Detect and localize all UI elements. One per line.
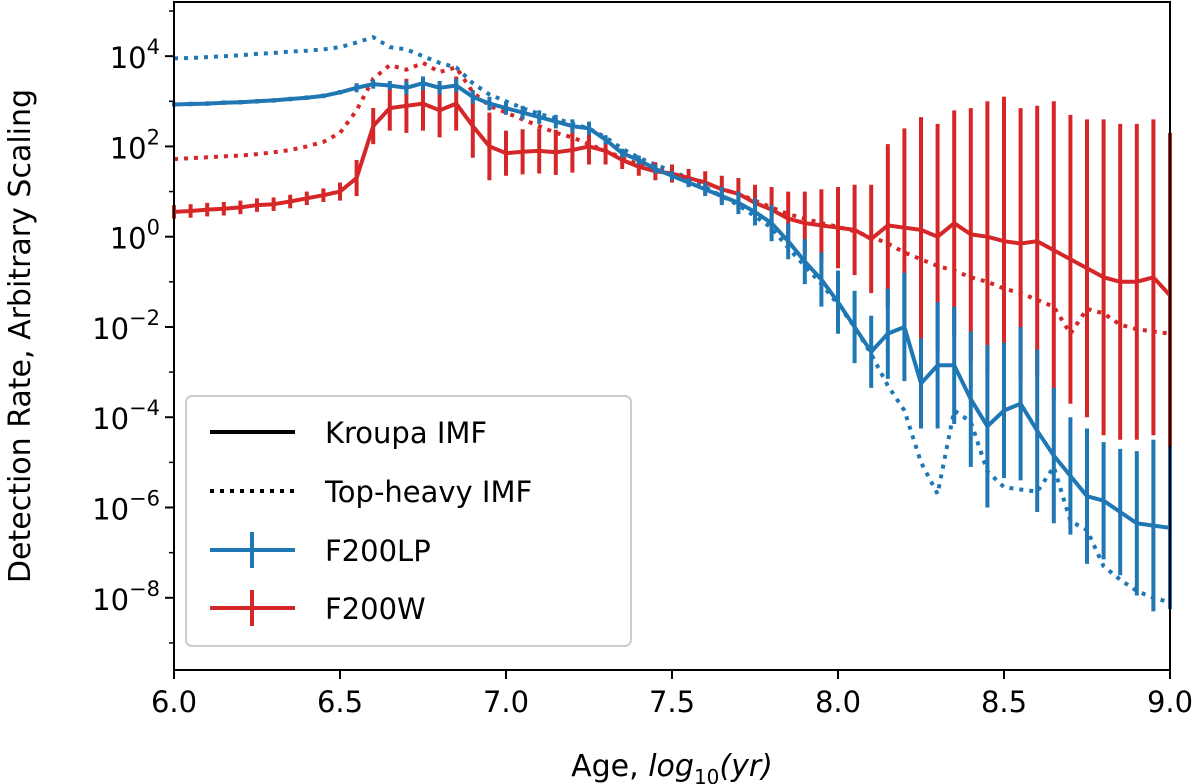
y-tick-label: 10−2 [92,306,160,346]
y-tick-label: 104 [110,35,160,75]
legend: Kroupa IMF Top-heavy IMF F200LP F200W [185,395,632,647]
y-tick-label: 100 [110,216,160,256]
x-tick-label: 6.0 [151,685,197,719]
x-tick-label: 9.0 [1147,685,1193,719]
x-axis-label: Age, log10(yr) [571,749,773,784]
legend-label-kroupa: Kroupa IMF [325,416,487,450]
y-tick-label: 102 [110,125,160,165]
y-tick-label: 10−4 [92,396,160,436]
x-axis: 6.0 6.5 7.0 7.5 8.0 8.5 9.0 [151,670,1193,719]
legend-frame [185,395,632,647]
y-tick-label: 10−6 [92,487,160,527]
series-line [173,81,1171,530]
x-tick-label: 7.0 [483,685,529,719]
series-f200w-kroupa [172,76,1172,458]
y-axis-label: Detection Rate, Arbitrary Scaling [3,89,38,583]
legend-label-f200lp: F200LP [325,534,431,568]
y-axis: 104 102 100 10−2 10−4 10−6 10−8 [92,10,174,644]
y-tick-label: 10−8 [92,577,160,617]
x-tick-label: 6.5 [317,685,363,719]
x-tick-label: 8.0 [815,685,861,719]
x-tick-label: 7.5 [649,685,695,719]
x-tick-label: 8.5 [981,685,1027,719]
legend-label-f200w: F200W [325,592,426,626]
legend-label-top-heavy: Top-heavy IMF [324,475,532,509]
